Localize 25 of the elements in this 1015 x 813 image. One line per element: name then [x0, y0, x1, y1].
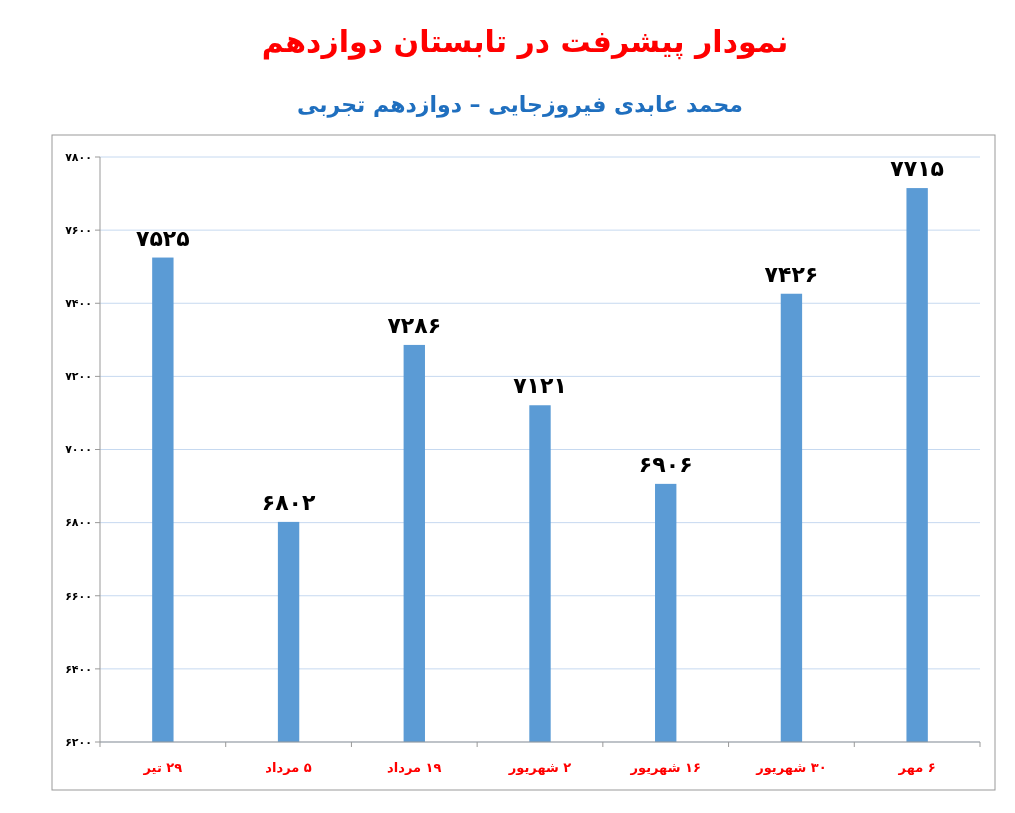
data-label: ۷۲۸۶: [387, 312, 442, 338]
x-tick-label: ۲ شهریور: [507, 760, 572, 775]
y-tick-label: ۶۶۰۰: [65, 589, 92, 603]
x-tick-label: ۲۹ تیر: [142, 760, 183, 775]
chart-subtitle: محمد عابدی فیروزجایی – دوازدهم تجربی: [297, 92, 743, 118]
data-label: ۶۹۰۶: [638, 451, 693, 477]
data-label: ۷۱۲۱: [513, 373, 567, 399]
x-tick-label: ۳۰ شهریور: [755, 760, 827, 775]
x-tick-label: ۶ مهر: [897, 760, 936, 775]
y-tick-label: ۷۰۰۰: [65, 443, 92, 457]
x-tick-label: ۱۶ شهریور: [629, 760, 701, 775]
y-tick-label: ۶۸۰۰: [65, 516, 92, 530]
x-tick-label: ۵ مرداد: [265, 760, 312, 775]
y-tick-label: ۶۲۰۰: [65, 735, 92, 749]
x-tick-label: ۱۹ مرداد: [387, 760, 442, 775]
y-tick-label: ۷۶۰۰: [65, 223, 92, 237]
data-label: ۷۷۱۵: [890, 156, 944, 182]
data-label: ۷۵۲۵: [136, 225, 190, 251]
y-tick-label: ۷۴۰۰: [65, 297, 92, 311]
y-tick-label: ۷۸۰۰: [65, 150, 92, 164]
data-label: ۷۴۲۶: [764, 261, 819, 287]
chart-title: نمودار پیشرفت در تابستان دوازدهم: [261, 24, 789, 60]
y-tick-label: ۶۴۰۰: [65, 662, 92, 676]
data-label: ۶۸۰۲: [261, 489, 316, 515]
y-tick-label: ۷۲۰۰: [65, 370, 92, 384]
